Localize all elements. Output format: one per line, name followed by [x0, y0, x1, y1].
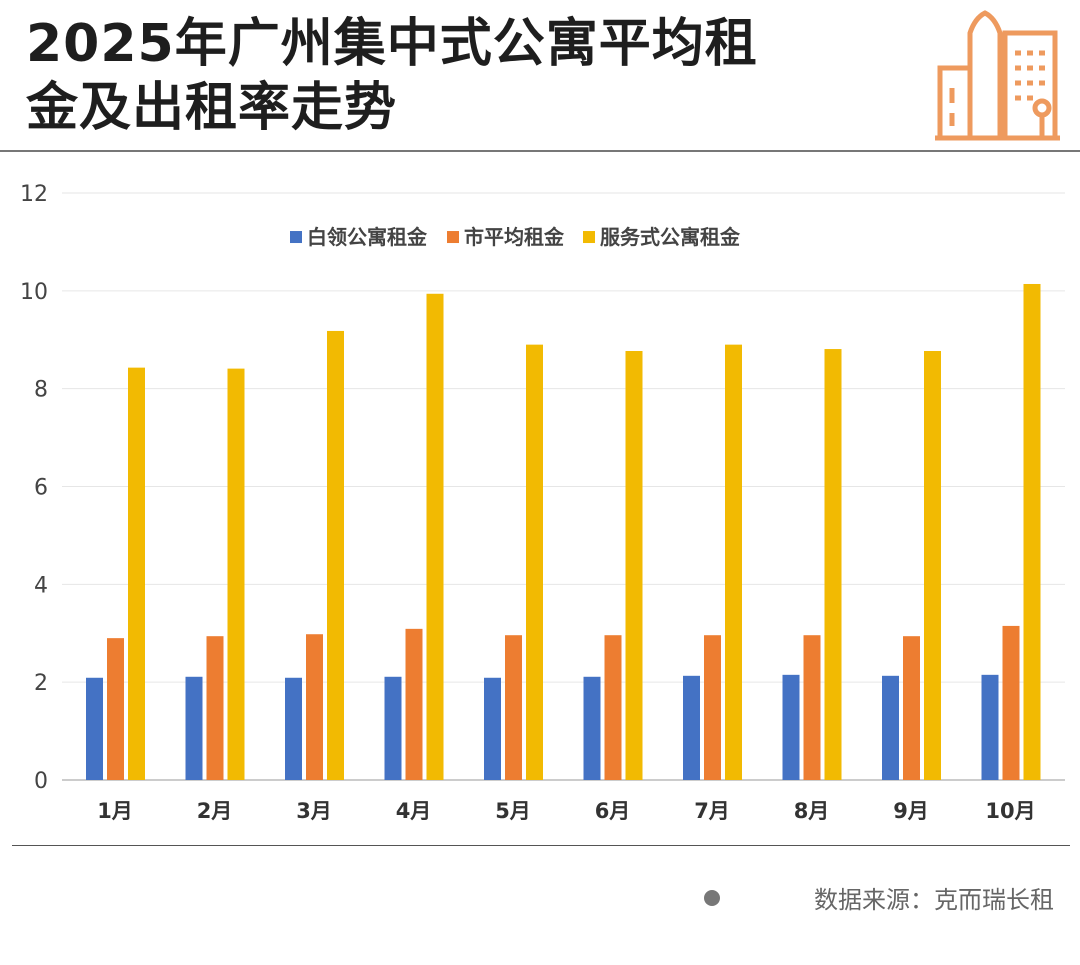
bar-服务式公寓租金-10月	[1023, 283, 1041, 780]
legend-label: 白领公寓租金	[307, 225, 428, 249]
y-tick-label: 10	[20, 280, 48, 305]
bar-服务式公寓租金-7月	[725, 344, 742, 780]
bar-白领公寓租金-4月	[384, 676, 402, 780]
bar-白领公寓租金-7月	[683, 675, 700, 780]
x-tick-label: 4月	[396, 799, 432, 823]
y-tick-label: 6	[34, 476, 48, 501]
source-note: 数据来源：克而瑞长租	[814, 886, 1054, 914]
y-tick-label: 0	[34, 769, 48, 794]
bar-服务式公寓租金-2月	[227, 368, 245, 780]
building-icon	[935, 10, 1060, 141]
bar-白领公寓租金-3月	[285, 677, 302, 780]
y-tick-label: 8	[34, 378, 48, 403]
bar-白领公寓租金-1月	[86, 677, 103, 780]
bar-市平均租金-7月	[704, 635, 721, 780]
bar-市平均租金-10月	[1002, 625, 1020, 780]
y-tick-label: 2	[34, 671, 48, 696]
x-tick-label: 10月	[985, 799, 1035, 823]
bar-服务式公寓租金-8月	[824, 349, 842, 780]
title-line-1: 2025年广州集中式公寓平均租	[26, 14, 758, 74]
bar-白领公寓租金-9月	[882, 675, 899, 780]
bar-市平均租金-5月	[505, 635, 522, 780]
legend-swatch	[447, 231, 459, 244]
bar-服务式公寓租金-3月	[327, 330, 344, 780]
bar-白领公寓租金-10月	[981, 674, 999, 780]
footer-divider	[12, 845, 1070, 846]
x-tick-label: 1月	[97, 799, 133, 823]
bullet-dot	[704, 890, 720, 906]
bar-服务式公寓租金-5月	[526, 344, 543, 780]
x-tick-label: 3月	[296, 799, 332, 823]
bar-市平均租金-6月	[604, 635, 622, 780]
bar-白领公寓租金-5月	[484, 677, 501, 780]
bar-白领公寓租金-8月	[782, 674, 800, 780]
header-divider	[0, 150, 1080, 152]
legend-label: 服务式公寓租金	[600, 225, 741, 249]
bar-白领公寓租金-6月	[583, 676, 601, 780]
bar-市平均租金-1月	[107, 638, 124, 780]
bar-服务式公寓租金-1月	[128, 367, 145, 780]
x-tick-label: 9月	[893, 799, 929, 823]
legend-swatch	[583, 231, 595, 244]
bar-白领公寓租金-2月	[185, 676, 203, 780]
bar-服务式公寓租金-6月	[625, 351, 643, 780]
bar-市平均租金-2月	[206, 636, 224, 780]
title-line-2: 金及出租率走势	[26, 78, 398, 138]
bar-市平均租金-4月	[405, 628, 423, 780]
bar-市平均租金-8月	[803, 635, 821, 780]
x-tick-label: 6月	[595, 799, 631, 823]
x-tick-label: 8月	[794, 799, 830, 823]
legend-label: 市平均租金	[464, 225, 565, 249]
x-tick-label: 5月	[495, 799, 531, 823]
bar-市平均租金-9月	[903, 636, 920, 780]
bar-服务式公寓租金-4月	[426, 293, 444, 780]
legend-swatch	[290, 231, 302, 244]
y-tick-label: 12	[20, 182, 48, 207]
x-tick-label: 2月	[197, 799, 233, 823]
bar-服务式公寓租金-9月	[924, 351, 941, 780]
bar-市平均租金-3月	[306, 634, 323, 780]
y-tick-label: 4	[34, 573, 48, 598]
x-tick-label: 7月	[694, 799, 730, 823]
page-title: 2025年广州集中式公寓平均租 金及出租率走势	[26, 12, 758, 140]
bar-chart: 0 2 4 6 8 10 12 1月 2月 3月 4月 5月 6月 7月 8月 9月 10月 白领公寓租金 市平均租…	[20, 182, 1065, 823]
